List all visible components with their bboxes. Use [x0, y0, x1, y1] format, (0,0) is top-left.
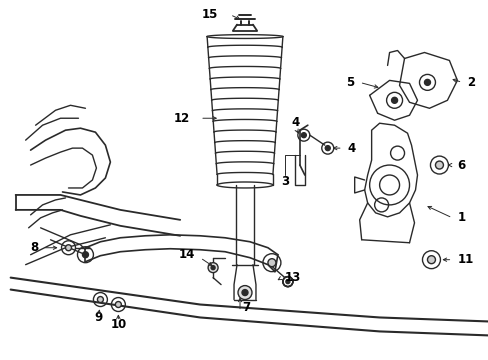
Text: 4: 4: [347, 141, 355, 155]
Text: 14: 14: [179, 248, 195, 261]
Circle shape: [65, 245, 71, 251]
Circle shape: [211, 266, 215, 270]
Text: 5: 5: [346, 76, 354, 89]
Circle shape: [427, 256, 435, 264]
Text: 13: 13: [285, 271, 301, 284]
Circle shape: [208, 263, 218, 273]
Circle shape: [301, 133, 305, 138]
Circle shape: [267, 259, 275, 267]
Text: 3: 3: [280, 175, 288, 189]
Text: 6: 6: [456, 158, 465, 172]
Text: 2: 2: [467, 76, 474, 89]
Text: 7: 7: [242, 301, 250, 314]
Circle shape: [325, 146, 329, 150]
Circle shape: [424, 80, 429, 85]
Text: 12: 12: [174, 112, 190, 125]
Text: 9: 9: [94, 311, 102, 324]
Text: 15: 15: [201, 8, 218, 21]
Circle shape: [391, 97, 397, 103]
Circle shape: [97, 297, 103, 302]
Text: 8: 8: [30, 241, 39, 254]
Circle shape: [242, 289, 247, 296]
Text: 10: 10: [110, 318, 126, 331]
Circle shape: [115, 302, 121, 307]
Text: 1: 1: [456, 211, 465, 224]
Circle shape: [285, 280, 289, 284]
Text: 11: 11: [456, 253, 473, 266]
Circle shape: [435, 161, 443, 169]
Text: 4: 4: [291, 116, 299, 129]
Circle shape: [238, 285, 251, 300]
Circle shape: [82, 252, 88, 258]
